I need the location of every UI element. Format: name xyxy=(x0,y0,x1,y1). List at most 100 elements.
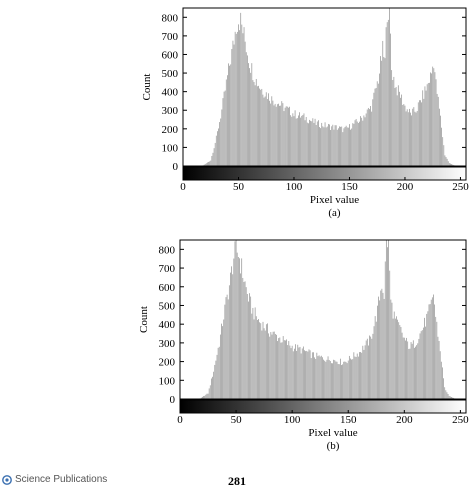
histogram-bar xyxy=(303,113,305,166)
histogram-bar xyxy=(211,155,213,166)
histogram-bar xyxy=(366,338,368,399)
y-tick-label: 200 xyxy=(162,124,179,136)
histogram-bar xyxy=(354,356,356,399)
histogram-bar xyxy=(209,385,211,399)
histogram-bar xyxy=(410,112,411,166)
histogram-bar xyxy=(410,342,412,399)
histogram-bar xyxy=(324,122,326,166)
histogram-bar xyxy=(325,361,327,399)
histogram-bar xyxy=(443,145,445,166)
histogram-bar xyxy=(336,361,338,399)
histogram-bar xyxy=(313,352,314,399)
histogram-bar xyxy=(290,115,292,166)
histogram-bar xyxy=(248,301,249,399)
histogram-bar xyxy=(299,346,301,399)
histogram-bar xyxy=(386,22,388,167)
histogram-bar xyxy=(426,84,428,166)
histogram-bar xyxy=(246,293,248,399)
histogram-bar xyxy=(262,321,264,399)
histogram-bar xyxy=(210,160,212,166)
histogram-bar xyxy=(306,350,308,399)
histogram-bar xyxy=(245,287,247,399)
y-tick-label: 0 xyxy=(173,161,179,173)
histogram-bar xyxy=(241,258,243,399)
histogram-bar xyxy=(291,116,293,166)
histogram-bar xyxy=(402,104,404,166)
histogram-bar xyxy=(376,81,378,166)
histogram-bar xyxy=(400,97,401,166)
x-tick-label: 200 xyxy=(396,414,413,426)
histogram-bar xyxy=(369,109,370,166)
histogram-bar xyxy=(317,356,319,399)
histogram-bar xyxy=(326,359,328,399)
histogram-bar xyxy=(277,341,278,399)
histogram-bar xyxy=(343,128,345,166)
histogram-bar xyxy=(302,346,304,399)
histogram-bar xyxy=(316,121,318,166)
histogram-bar xyxy=(327,356,329,399)
histogram-bar xyxy=(420,100,421,166)
y-tick-label: 700 xyxy=(162,31,179,43)
histogram-bar xyxy=(375,321,377,399)
histogram-bar xyxy=(310,358,312,399)
histogram-bar xyxy=(288,341,290,399)
histogram-bar xyxy=(443,378,444,399)
histogram-bar xyxy=(290,348,292,399)
histogram-bar xyxy=(418,338,420,399)
histogram-bar xyxy=(259,88,260,166)
histogram-bar xyxy=(402,337,404,399)
x-tick-label: 100 xyxy=(286,181,303,193)
histogram-bar xyxy=(227,299,229,399)
histogram-bar xyxy=(200,397,202,399)
histogram-bar xyxy=(260,89,262,166)
histogram-bar xyxy=(287,345,289,399)
histogram-bar xyxy=(375,87,377,166)
histogram-bar xyxy=(387,19,389,166)
histogram-bar xyxy=(447,394,449,399)
histogram-bar xyxy=(285,340,286,399)
histogram-bar xyxy=(286,339,287,399)
histogram-bar xyxy=(406,337,407,399)
histogram-bar xyxy=(380,56,381,167)
histogram-bar xyxy=(225,79,227,166)
histogram-bar xyxy=(214,142,216,166)
histogram-bar xyxy=(286,106,288,166)
histogram-bar xyxy=(239,30,240,167)
histogram-bar xyxy=(428,304,430,399)
histogram-bar xyxy=(352,123,354,166)
histogram-bar xyxy=(408,348,410,399)
histogram-bar xyxy=(430,299,432,399)
histogram-bar xyxy=(249,68,250,166)
y-tick-label: 800 xyxy=(159,244,176,256)
histogram-bar xyxy=(250,72,252,166)
x-axis-label: Pixel value xyxy=(308,427,357,439)
histogram-bar xyxy=(219,334,221,399)
histogram-bar xyxy=(269,100,270,166)
histogram-bar xyxy=(267,323,268,399)
histogram-bar xyxy=(263,328,265,399)
histogram-bar xyxy=(336,129,338,166)
histogram-bar xyxy=(222,326,224,399)
x-tick-label: 100 xyxy=(284,414,301,426)
histogram-bar xyxy=(305,351,306,399)
histogram-bar xyxy=(265,324,267,399)
y-axis-label: Count xyxy=(138,306,150,333)
histogram-bar xyxy=(255,316,257,399)
histogram-bar xyxy=(417,343,419,399)
histogram-bar xyxy=(262,94,264,166)
histogram-bar xyxy=(245,52,247,166)
histogram-bar xyxy=(442,137,444,166)
histogram-bar xyxy=(224,90,226,166)
histogram-bar xyxy=(393,76,395,166)
histogram-bar xyxy=(359,121,360,166)
histogram-bar xyxy=(302,115,304,166)
histogram-bar xyxy=(294,348,295,399)
histogram-bar xyxy=(392,79,394,166)
y-tick-label: 100 xyxy=(162,142,179,154)
histogram-bar xyxy=(252,307,254,399)
histogram-bar xyxy=(251,313,253,399)
histogram-bar xyxy=(275,106,277,166)
histogram-bar xyxy=(308,349,310,399)
histogram-bar xyxy=(365,113,367,166)
histogram-bar xyxy=(282,103,284,166)
